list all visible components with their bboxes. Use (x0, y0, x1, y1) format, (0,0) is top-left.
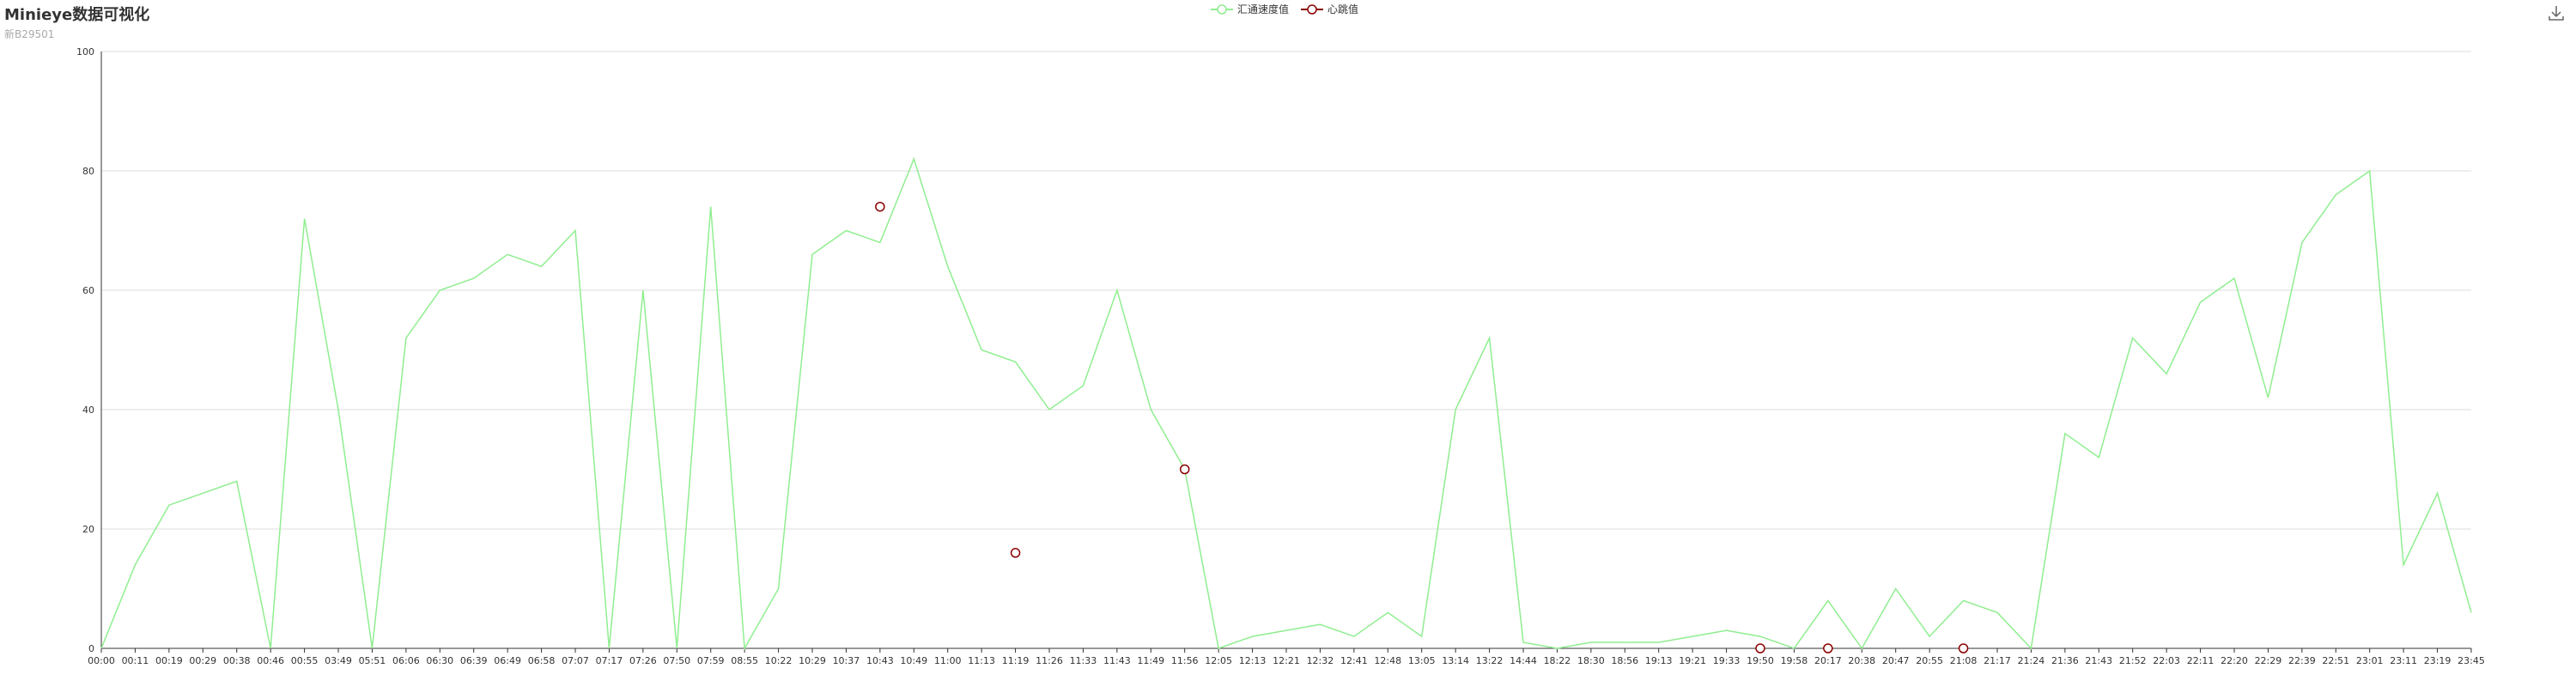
legend-speed-marker-icon (1211, 3, 1233, 15)
x-tick-label: 22:20 (2221, 655, 2248, 666)
x-tick-label: 19:21 (1679, 655, 1706, 666)
x-tick-label: 22:03 (2153, 655, 2180, 666)
chart-title: Minieye数据可视化 (4, 6, 150, 24)
x-tick-label: 20:38 (1848, 655, 1875, 666)
x-tick-label: 11:56 (1171, 655, 1199, 666)
x-tick-label: 14:44 (1510, 655, 1537, 666)
x-tick-label: 10:43 (866, 655, 894, 666)
x-tick-label: 21:08 (1950, 655, 1978, 666)
x-tick-label: 06:30 (426, 655, 453, 666)
x-tick-label: 00:19 (155, 655, 183, 666)
legend: 汇通速度值 心跳值 (1211, 2, 1358, 16)
x-tick-label: 11:00 (934, 655, 962, 666)
x-tick-label: 11:49 (1137, 655, 1164, 666)
legend-item-speed[interactable]: 汇通速度值 (1211, 2, 1289, 16)
legend-heart-marker-icon (1301, 3, 1324, 15)
x-tick-label: 03:49 (325, 655, 352, 666)
x-tick-label: 19:13 (1645, 655, 1673, 666)
y-tick-label: 40 (82, 404, 94, 416)
x-tick-label: 18:22 (1544, 655, 1571, 666)
x-tick-label: 22:51 (2322, 655, 2349, 666)
x-tick-label: 07:07 (562, 655, 589, 666)
x-tick-label: 10:37 (833, 655, 860, 666)
x-tick-label: 10:29 (799, 655, 826, 666)
x-tick-label: 11:33 (1070, 655, 1097, 666)
x-tick-label: 20:17 (1814, 655, 1842, 666)
legend-heart-label: 心跳值 (1327, 3, 1359, 15)
heart-point (1958, 643, 1969, 654)
x-tick-label: 21:43 (2085, 655, 2112, 666)
x-tick-label: 22:29 (2255, 655, 2282, 666)
y-tick-label: 80 (82, 166, 94, 177)
x-tick-label: 10:22 (765, 655, 793, 666)
x-tick-label: 21:17 (1984, 655, 2011, 666)
x-tick-label: 00:46 (257, 655, 284, 666)
x-tick-label: 21:36 (2051, 655, 2079, 666)
x-tick-label: 11:43 (1103, 655, 1131, 666)
x-tick-label: 06:58 (528, 655, 556, 666)
x-tick-label: 11:13 (968, 655, 995, 666)
x-tick-label: 00:55 (291, 655, 319, 666)
save-as-image-button[interactable] (2547, 3, 2566, 22)
x-tick-label: 12:41 (1340, 655, 1368, 666)
x-tick-label: 07:50 (663, 655, 690, 666)
y-tick-label: 0 (88, 643, 94, 654)
x-tick-label: 12:48 (1374, 655, 1401, 666)
x-tick-label: 21:24 (2018, 655, 2045, 666)
x-tick-label: 20:55 (1916, 655, 1943, 666)
heart-point (1179, 464, 1190, 475)
x-tick-label: 19:33 (1713, 655, 1741, 666)
x-tick-label: 18:30 (1577, 655, 1605, 666)
x-tick-label: 20:47 (1882, 655, 1910, 666)
x-tick-label: 23:19 (2424, 655, 2451, 666)
legend-speed-label: 汇通速度值 (1237, 3, 1290, 15)
x-tick-label: 00:29 (189, 655, 216, 666)
x-tick-label: 12:05 (1205, 655, 1232, 666)
x-tick-label: 23:11 (2390, 655, 2417, 666)
x-tick-label: 13:22 (1476, 655, 1504, 666)
x-tick-label: 06:06 (392, 655, 420, 666)
x-tick-label: 07:59 (697, 655, 725, 666)
x-tick-label: 10:49 (900, 655, 927, 666)
heart-point (1823, 643, 1833, 654)
x-tick-label: 19:50 (1747, 655, 1774, 666)
x-tick-label: 08:55 (731, 655, 758, 666)
x-tick-label: 13:05 (1408, 655, 1436, 666)
x-tick-label: 07:17 (596, 655, 623, 666)
x-tick-label: 22:11 (2187, 655, 2215, 666)
x-tick-label: 12:13 (1239, 655, 1267, 666)
x-tick-label: 07:26 (629, 655, 657, 666)
x-tick-label: 23:45 (2458, 655, 2485, 666)
heart-point (1010, 548, 1021, 558)
x-tick-label: 06:49 (494, 655, 521, 666)
y-tick-label: 100 (76, 46, 94, 58)
x-tick-label: 11:26 (1036, 655, 1063, 666)
x-tick-label: 05:51 (359, 655, 386, 666)
x-tick-label: 12:32 (1307, 655, 1334, 666)
series-line-speed (100, 156, 2472, 651)
x-tick-label: 00:11 (122, 655, 149, 666)
x-tick-label: 12:21 (1273, 655, 1300, 666)
y-tick-label: 20 (82, 524, 94, 535)
x-tick-label: 22:39 (2288, 655, 2316, 666)
chart-subtitle: 新B29501 (4, 28, 55, 40)
x-tick-label: 13:14 (1442, 655, 1469, 666)
legend-item-heart[interactable]: 心跳值 (1301, 2, 1358, 16)
x-tick-label: 06:39 (460, 655, 488, 666)
x-tick-label: 00:38 (223, 655, 251, 666)
x-tick-label: 23:01 (2356, 655, 2384, 666)
download-icon (2549, 6, 2564, 21)
x-tick-label: 21:52 (2119, 655, 2147, 666)
x-tick-label: 18:56 (1611, 655, 1638, 666)
x-tick-label: 00:00 (88, 655, 115, 666)
x-tick-label: 11:19 (1002, 655, 1030, 666)
y-tick-label: 60 (82, 285, 94, 296)
heart-point (1755, 643, 1765, 654)
x-tick-label: 19:58 (1781, 655, 1808, 666)
heart-point (875, 201, 885, 212)
